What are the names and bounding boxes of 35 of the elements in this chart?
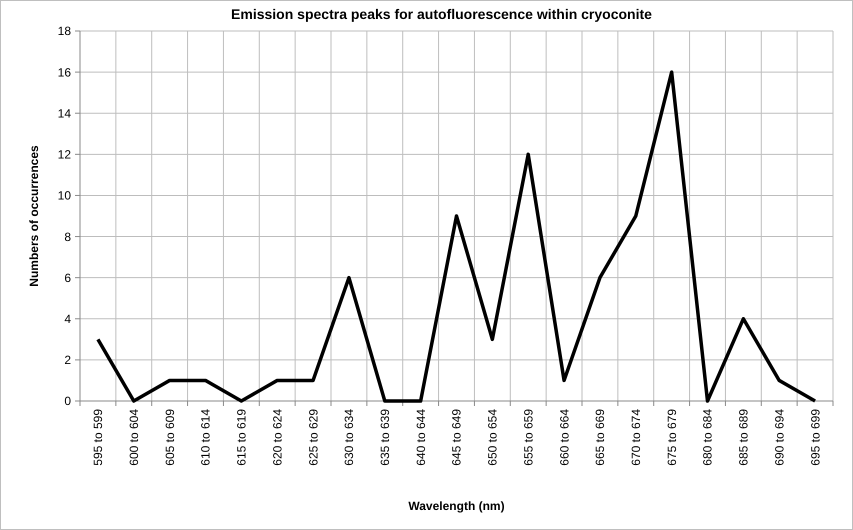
x-tick-label: 645 to 649: [450, 408, 464, 466]
x-tick-label: 620 to 624: [270, 408, 284, 466]
x-tick-label: 610 to 614: [198, 408, 213, 466]
x-tick-label: 675 to 679: [664, 408, 679, 466]
y-tick-label: 6: [64, 270, 72, 285]
y-tick-label: 0: [64, 394, 72, 408]
x-tick-label: 685 to 689: [736, 408, 751, 466]
x-axis-title: Wavelength (nm): [408, 499, 505, 513]
line-series: [96, 70, 817, 403]
y-tick-label: 18: [58, 24, 72, 38]
x-tick-label: 690 to 694: [772, 408, 786, 466]
y-tick-label: 2: [64, 353, 72, 368]
x-tick-label: 605 to 609: [162, 408, 177, 466]
x-tick-label: 695 to 699: [808, 408, 822, 466]
x-tick-label: 655 to 659: [521, 408, 536, 466]
x-tick-label: 615 to 619: [234, 408, 249, 466]
x-tick-label: 680 to 684: [700, 408, 715, 466]
x-tick-label: 660 to 664: [557, 408, 572, 466]
y-tick-label: 4: [64, 312, 72, 326]
x-tick-label: 665 to 669: [593, 408, 608, 466]
y-tick-label: 16: [58, 65, 72, 80]
y-tick-label: 12: [58, 148, 72, 162]
x-tick-label: 640 to 644: [414, 408, 428, 466]
x-tick-label: 670 to 674: [628, 408, 643, 466]
chart-title: Emission spectra peaks for autofluorescence within cryoconite: [231, 6, 652, 22]
x-tick-label: 635 to 639: [378, 408, 392, 466]
x-tick-label: 600 to 604: [126, 408, 141, 466]
x-tick-label: 650 to 654: [486, 408, 500, 466]
x-tick-label: 595 to 599: [91, 408, 106, 466]
x-tick-label: 630 to 634: [342, 408, 356, 466]
x-tick-label: 625 to 629: [306, 408, 320, 466]
y-tick-label: 10: [58, 188, 72, 203]
y-tick-label: 14: [58, 106, 72, 120]
y-axis-title: Numbers of occurrences: [27, 144, 41, 287]
y-tick-label: 8: [64, 230, 72, 244]
